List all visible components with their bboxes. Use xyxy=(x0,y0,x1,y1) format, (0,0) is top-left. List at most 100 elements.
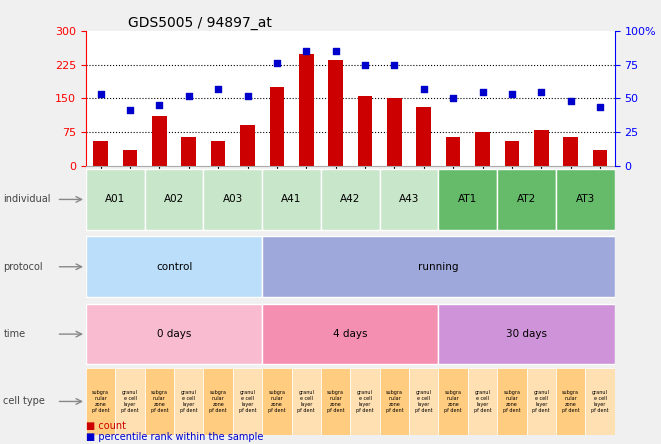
Text: subgra
nular
zone
pf dent: subgra nular zone pf dent xyxy=(385,390,403,412)
Point xyxy=(418,86,429,93)
FancyBboxPatch shape xyxy=(556,368,586,435)
Bar xyxy=(534,130,549,166)
FancyBboxPatch shape xyxy=(409,368,438,435)
FancyBboxPatch shape xyxy=(86,237,262,297)
Point xyxy=(125,106,136,113)
FancyBboxPatch shape xyxy=(145,169,204,230)
FancyBboxPatch shape xyxy=(262,169,321,230)
Text: A02: A02 xyxy=(164,194,184,204)
FancyBboxPatch shape xyxy=(379,368,409,435)
FancyBboxPatch shape xyxy=(145,368,174,435)
Text: granul
e cell
layer
pf dent: granul e cell layer pf dent xyxy=(415,390,432,412)
Point xyxy=(272,59,282,66)
Text: subgra
nular
zone
pf dent: subgra nular zone pf dent xyxy=(444,390,462,412)
FancyBboxPatch shape xyxy=(468,368,497,435)
Text: AT2: AT2 xyxy=(517,194,536,204)
Point xyxy=(595,104,605,111)
Bar xyxy=(211,141,225,166)
Bar xyxy=(181,137,196,166)
Point xyxy=(242,93,253,100)
Bar xyxy=(504,141,520,166)
FancyBboxPatch shape xyxy=(262,304,438,365)
Bar xyxy=(329,60,343,166)
Bar xyxy=(299,54,313,166)
FancyBboxPatch shape xyxy=(262,237,615,297)
Text: A43: A43 xyxy=(399,194,419,204)
Text: granul
e cell
layer
pf dent: granul e cell layer pf dent xyxy=(297,390,315,412)
Text: A41: A41 xyxy=(282,194,302,204)
Point xyxy=(213,86,223,93)
Bar xyxy=(593,150,607,166)
Text: granul
e cell
layer
pf dent: granul e cell layer pf dent xyxy=(121,390,139,412)
Bar xyxy=(475,132,490,166)
FancyBboxPatch shape xyxy=(321,169,379,230)
Text: subgra
nular
zone
pf dent: subgra nular zone pf dent xyxy=(503,390,521,412)
Text: cell type: cell type xyxy=(3,396,45,406)
Bar xyxy=(123,150,137,166)
Point xyxy=(448,95,459,102)
Text: A03: A03 xyxy=(223,194,243,204)
FancyBboxPatch shape xyxy=(86,304,262,365)
Text: subgra
nular
zone
pf dent: subgra nular zone pf dent xyxy=(562,390,580,412)
Text: A01: A01 xyxy=(105,194,126,204)
FancyBboxPatch shape xyxy=(86,169,145,230)
Point xyxy=(301,48,311,55)
Point xyxy=(184,93,194,100)
FancyBboxPatch shape xyxy=(497,169,556,230)
FancyBboxPatch shape xyxy=(556,169,615,230)
Bar xyxy=(446,137,461,166)
Text: 30 days: 30 days xyxy=(506,329,547,339)
Text: granul
e cell
layer
pf dent: granul e cell layer pf dent xyxy=(591,390,609,412)
Text: running: running xyxy=(418,262,459,272)
FancyBboxPatch shape xyxy=(527,368,556,435)
Bar xyxy=(93,141,108,166)
Text: subgra
nular
zone
pf dent: subgra nular zone pf dent xyxy=(151,390,168,412)
FancyBboxPatch shape xyxy=(438,304,615,365)
Bar xyxy=(270,87,284,166)
Text: control: control xyxy=(156,262,192,272)
Text: granul
e cell
layer
pf dent: granul e cell layer pf dent xyxy=(239,390,256,412)
Bar xyxy=(152,116,167,166)
FancyBboxPatch shape xyxy=(497,368,527,435)
Text: individual: individual xyxy=(3,194,51,204)
Point xyxy=(154,102,165,109)
FancyBboxPatch shape xyxy=(204,169,262,230)
Text: GDS5005 / 94897_at: GDS5005 / 94897_at xyxy=(128,16,272,30)
Point xyxy=(477,88,488,95)
FancyBboxPatch shape xyxy=(586,368,615,435)
Bar xyxy=(563,137,578,166)
Text: A42: A42 xyxy=(340,194,360,204)
Text: subgra
nular
zone
pf dent: subgra nular zone pf dent xyxy=(327,390,344,412)
FancyBboxPatch shape xyxy=(204,368,233,435)
Point xyxy=(565,97,576,104)
FancyBboxPatch shape xyxy=(262,368,292,435)
Text: time: time xyxy=(3,329,25,339)
Text: 4 days: 4 days xyxy=(333,329,368,339)
FancyBboxPatch shape xyxy=(86,368,115,435)
FancyBboxPatch shape xyxy=(292,368,321,435)
Point xyxy=(506,91,517,98)
Point xyxy=(95,91,106,98)
Point xyxy=(389,61,400,68)
Text: granul
e cell
layer
pf dent: granul e cell layer pf dent xyxy=(356,390,374,412)
Text: 0 days: 0 days xyxy=(157,329,191,339)
Text: protocol: protocol xyxy=(3,262,43,272)
FancyBboxPatch shape xyxy=(438,368,468,435)
Point xyxy=(360,61,370,68)
FancyBboxPatch shape xyxy=(350,368,379,435)
Bar xyxy=(416,107,431,166)
Text: ■ percentile rank within the sample: ■ percentile rank within the sample xyxy=(86,432,263,442)
Bar xyxy=(387,99,402,166)
FancyBboxPatch shape xyxy=(321,368,350,435)
Bar xyxy=(358,96,372,166)
FancyBboxPatch shape xyxy=(233,368,262,435)
FancyBboxPatch shape xyxy=(174,368,204,435)
Text: subgra
nular
zone
pf dent: subgra nular zone pf dent xyxy=(210,390,227,412)
Text: AT3: AT3 xyxy=(576,194,595,204)
Text: granul
e cell
layer
pf dent: granul e cell layer pf dent xyxy=(533,390,550,412)
FancyBboxPatch shape xyxy=(115,368,145,435)
Text: subgra
nular
zone
pf dent: subgra nular zone pf dent xyxy=(268,390,286,412)
Point xyxy=(536,88,547,95)
Bar xyxy=(240,125,255,166)
Text: granul
e cell
layer
pf dent: granul e cell layer pf dent xyxy=(474,390,491,412)
